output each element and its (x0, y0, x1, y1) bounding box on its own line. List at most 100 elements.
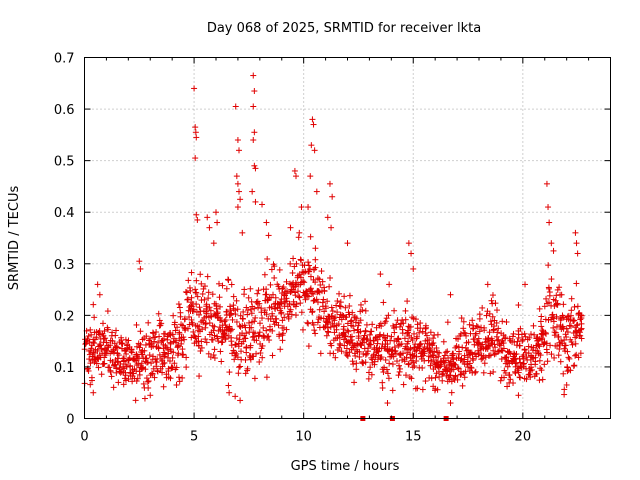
data-point (396, 362, 403, 369)
data-point (536, 357, 543, 364)
data-point (264, 255, 271, 262)
data-point (150, 330, 157, 337)
data-point (479, 304, 486, 311)
data-point (533, 370, 540, 377)
data-point (336, 290, 343, 297)
data-point (382, 318, 389, 325)
x-tick-label: 5 (190, 430, 198, 445)
data-point (526, 371, 533, 378)
data-point (342, 304, 349, 311)
data-point (385, 375, 392, 382)
data-point (237, 397, 244, 404)
y-tick-label: 0 (66, 413, 74, 428)
data-point (230, 293, 237, 300)
data-point (488, 297, 495, 304)
data-point (574, 303, 581, 310)
data-point (466, 321, 473, 328)
data-point (401, 335, 408, 342)
data-point (198, 344, 205, 351)
chart-title: Day 068 of 2025, SRMTID for receiver lkt… (207, 21, 481, 36)
data-point (578, 325, 585, 332)
data-point (551, 354, 558, 361)
data-point (351, 327, 358, 334)
data-point (120, 381, 127, 388)
data-point (134, 375, 141, 382)
data-point (280, 284, 287, 291)
data-point (260, 324, 267, 331)
data-point (566, 322, 573, 329)
data-point (252, 165, 259, 172)
data-point (248, 324, 255, 331)
data-point (362, 328, 369, 335)
data-point (244, 307, 251, 314)
data-point (128, 346, 135, 353)
data-point (298, 257, 305, 264)
data-point (143, 333, 150, 340)
data-point (287, 224, 294, 231)
data-point (255, 287, 262, 294)
data-point (215, 280, 222, 287)
x-tick-label: 10 (295, 430, 312, 445)
data-point (271, 274, 278, 281)
data-point (290, 284, 297, 291)
data-point (125, 376, 132, 383)
data-point (513, 351, 520, 358)
data-point (481, 360, 488, 367)
data-point (263, 291, 270, 298)
data-point (260, 335, 267, 342)
data-point (514, 338, 521, 345)
data-point (422, 330, 429, 337)
data-point (118, 340, 125, 347)
data-point (329, 193, 336, 200)
data-point (497, 377, 504, 384)
y-tick-label: 0.2 (54, 309, 75, 324)
data-point (291, 167, 298, 174)
data-point (469, 351, 476, 358)
data-point (357, 317, 364, 324)
data-point (568, 338, 575, 345)
data-point (578, 312, 585, 319)
data-point (529, 366, 536, 373)
data-point (183, 354, 190, 361)
data-point (214, 335, 221, 342)
data-point (560, 370, 567, 377)
data-point (137, 265, 144, 272)
x-axis-label: GPS time / hours (291, 459, 400, 474)
data-point (194, 293, 201, 300)
data-point (101, 335, 108, 342)
data-point (237, 196, 244, 203)
data-point (95, 364, 102, 371)
data-point (276, 285, 283, 292)
data-point (419, 386, 426, 393)
data-point (383, 366, 390, 373)
data-point (491, 351, 498, 358)
data-point (185, 325, 192, 332)
data-point (362, 307, 369, 314)
data-point (245, 294, 252, 301)
data-point (253, 337, 260, 344)
data-point (374, 336, 381, 343)
data-point (354, 326, 361, 333)
data-point (316, 306, 323, 313)
data-point (253, 299, 260, 306)
data-point (307, 173, 314, 180)
data-point (203, 313, 210, 320)
data-point (422, 378, 429, 385)
data-point (312, 256, 319, 263)
data-point (242, 370, 249, 377)
data-point (225, 382, 232, 389)
data-point (353, 366, 360, 373)
data-point (442, 349, 449, 356)
data-point (538, 313, 545, 320)
data-point (271, 305, 278, 312)
data-point (269, 327, 276, 334)
data-point (104, 347, 111, 354)
data-point (435, 353, 442, 360)
data-point (179, 346, 186, 353)
data-point (432, 374, 439, 381)
data-point (208, 313, 215, 320)
data-point (213, 209, 219, 216)
data-point (290, 255, 297, 262)
data-point (133, 362, 140, 369)
data-point (263, 374, 270, 381)
